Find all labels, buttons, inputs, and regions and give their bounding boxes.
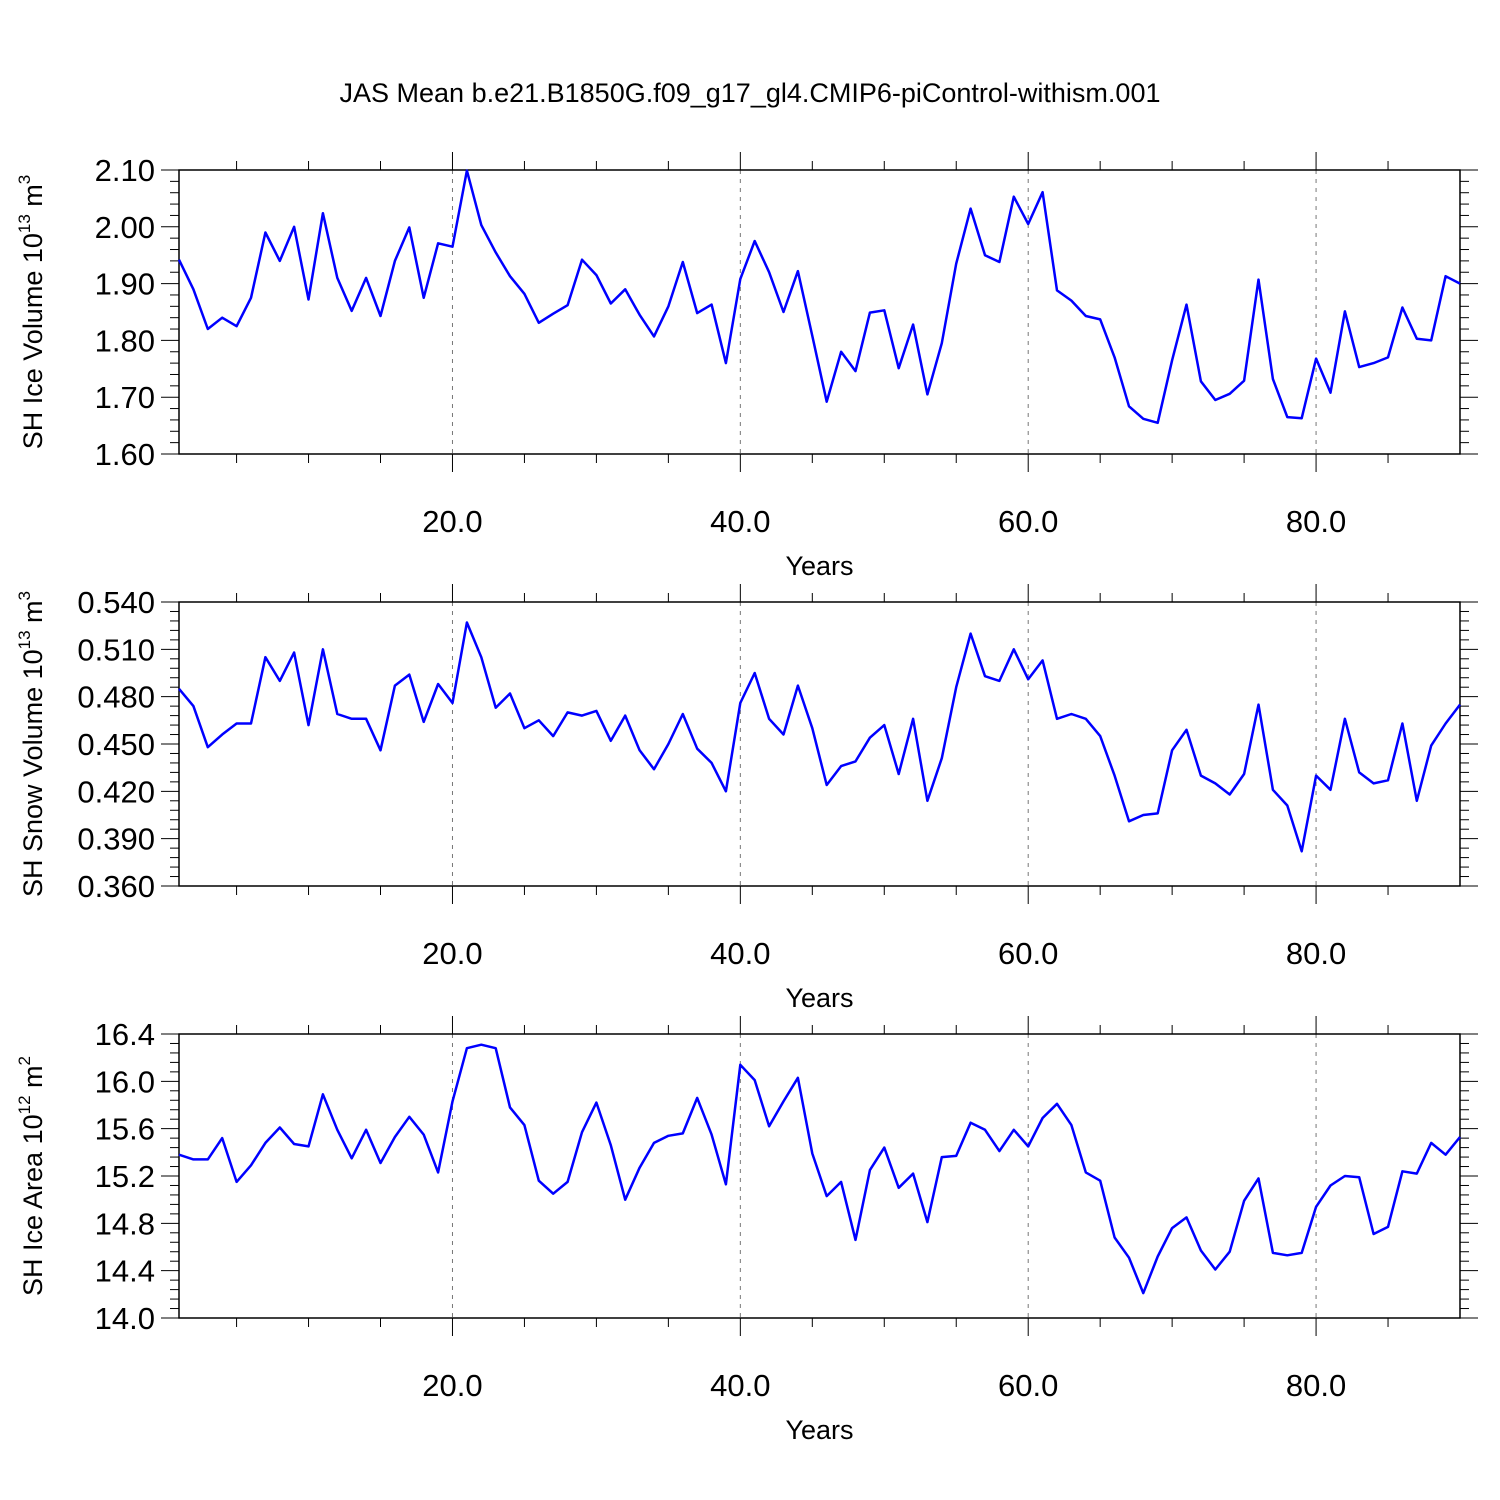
x-axis-title: Years [785, 1415, 853, 1445]
y-tick-label: 14.8 [95, 1206, 155, 1241]
y-tick-label: 16.4 [95, 1017, 155, 1052]
y-tick-label: 0.540 [77, 585, 155, 620]
y-axis-title-superscript: 13 [15, 630, 34, 649]
series-line [177, 169, 1461, 425]
y-axis-title: SH Ice Volume 1013 m3 [15, 175, 48, 450]
x-tick-label: 80.0 [1286, 1368, 1346, 1403]
snow-volume-panel: 0.360 0.390 0.420 0.450 0.480 0.510 0.540 20.0 4… [15, 584, 1478, 1013]
x-tick-label: 40.0 [710, 936, 770, 971]
y-axis-title-superscript: 3 [15, 175, 34, 184]
x-tick-label: 20.0 [422, 1368, 482, 1403]
y-axis-title-superscript: 13 [15, 214, 34, 233]
y-axis-title-superscript: 12 [15, 1095, 34, 1114]
x-tick-label: 60.0 [998, 504, 1058, 539]
series-line [178, 621, 1461, 853]
x-tick-label: 80.0 [1286, 504, 1346, 539]
x-axis-title: Years [785, 551, 853, 581]
ice-area-panel: 14.0 14.4 14.8 15.2 15.6 16.0 16.4 20.0 40.0 60.0… [15, 1016, 1478, 1445]
y-tick-label: 0.480 [77, 680, 155, 715]
y-axis-title-part: SH Snow Volume 10 [18, 649, 48, 897]
x-tick-label: 40.0 [710, 504, 770, 539]
y-tick-label: 14.0 [95, 1301, 155, 1336]
y-axis-title-part: m [18, 184, 48, 214]
x-tick-label: 20.0 [422, 504, 482, 539]
series-line [178, 1043, 1461, 1295]
y-tick-label: 0.450 [77, 727, 155, 762]
x-tick-label: 40.0 [710, 1368, 770, 1403]
y-axis-title-part: m [18, 600, 48, 630]
y-tick-label: 0.390 [77, 822, 155, 857]
y-axis-title: SH Ice Area 1012 m2 [15, 1056, 48, 1296]
y-tick-label: 16.0 [95, 1064, 155, 1099]
plot-frame [178, 601, 1461, 887]
y-axis-title-superscript: 2 [15, 1056, 34, 1065]
y-tick-label: 0.420 [77, 774, 155, 809]
y-tick-label: 1.80 [95, 323, 155, 358]
y-tick-label: 1.60 [95, 437, 155, 472]
x-tick-label: 60.0 [998, 1368, 1058, 1403]
y-tick-label: 14.4 [95, 1254, 155, 1289]
y-tick-label: 0.510 [77, 632, 155, 667]
y-axis-title-part: SH Ice Area 10 [18, 1114, 48, 1296]
y-tick-label: 15.2 [95, 1159, 155, 1194]
x-tick-label: 20.0 [422, 936, 482, 971]
y-tick-label: 0.360 [77, 869, 155, 904]
y-tick-label: 15.6 [95, 1112, 155, 1147]
ice-volume-panel: 1.60 1.70 1.80 1.90 2.00 2.10 20.0 40.0 60.0 80.0… [15, 152, 1478, 581]
y-axis-title-part: SH Ice Volume 10 [18, 233, 48, 449]
y-axis-title: SH Snow Volume 1013 m3 [15, 591, 48, 897]
x-axis-title: Years [785, 983, 853, 1013]
y-tick-label: 1.70 [95, 380, 155, 415]
y-tick-label: 1.90 [95, 267, 155, 302]
x-tick-label: 80.0 [1286, 936, 1346, 971]
y-tick-label: 2.00 [95, 210, 155, 245]
y-axis-title-superscript: 3 [15, 591, 34, 600]
y-tick-label: 2.10 [95, 153, 155, 188]
chart-title: JAS Mean b.e21.B1850G.f09_g17_gl4.CMIP6-… [339, 78, 1161, 108]
plot-frame [178, 169, 1461, 455]
y-axis-title-part: m [18, 1065, 48, 1095]
x-tick-label: 60.0 [998, 936, 1058, 971]
